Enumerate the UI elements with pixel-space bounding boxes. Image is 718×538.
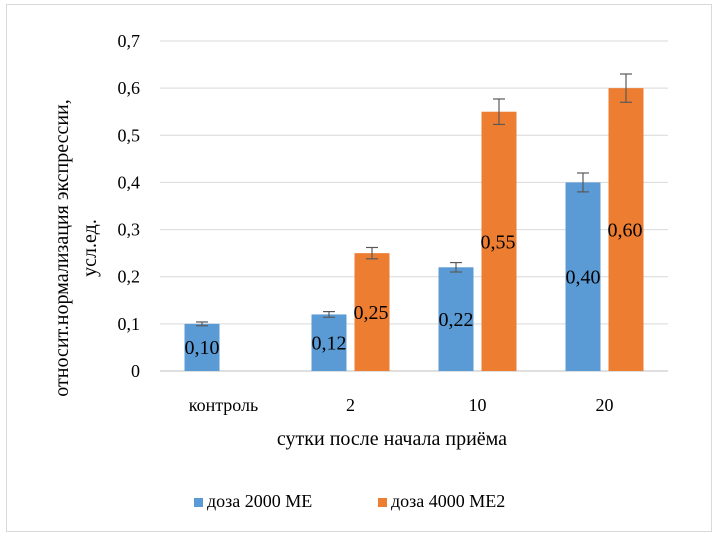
y-tick-label: 0,5: [118, 125, 141, 145]
bar-dose-2000: [311, 314, 347, 371]
error-bar: [493, 98, 505, 126]
bar-dose-4000: [481, 111, 517, 371]
y-tick-label: 0,7: [118, 31, 141, 51]
x-tick-label: контроль: [189, 395, 259, 415]
bar-dose-2000: [184, 323, 220, 371]
data-label: 0,55: [481, 231, 516, 253]
data-label: 0,10: [185, 337, 220, 359]
error-bar: [620, 73, 632, 103]
x-axis-title: сутки после начала приёма: [277, 428, 507, 450]
bar-dose-4000: [354, 253, 390, 371]
error-bar: [196, 321, 208, 327]
y-tick-label: 0,2: [118, 267, 141, 287]
data-label: 0,40: [566, 267, 601, 289]
error-bar: [450, 261, 462, 273]
y-axis-title-line-2: усл.ед.: [79, 219, 101, 277]
data-label: 0,60: [608, 220, 643, 242]
bars: [184, 88, 644, 372]
data-label: 0,22: [439, 309, 474, 331]
x-tick-label: 20: [596, 395, 614, 415]
data-label: 0,25: [354, 302, 389, 324]
data-label: 0,12: [312, 333, 347, 355]
error-bars: [196, 73, 632, 327]
x-tick-label: 2: [346, 395, 355, 415]
error-bar: [323, 311, 335, 318]
y-tick-label: 0,6: [118, 78, 141, 98]
data-labels: 0,10 0,12 0,25 0,22 0,55 0,40 0,60: [185, 220, 643, 359]
x-tick-label: 10: [469, 395, 487, 415]
legend-swatch-4000: [378, 498, 387, 507]
legend-label-2000: доза 2000 МЕ: [207, 491, 312, 511]
error-bar: [577, 172, 589, 193]
bar-dose-2000: [438, 267, 474, 371]
y-tick-label: 0,1: [118, 314, 141, 334]
y-tick-label: 0,3: [118, 220, 141, 240]
legend: доза 2000 МЕ доза 4000 МЕ2: [194, 491, 505, 511]
legend-swatch-2000: [194, 498, 203, 507]
y-axis-title-line-1: относит.нормализация экспрессии,: [51, 99, 73, 396]
axis-ticks: 0 0,1 0,2 0,3 0,4 0,5 0,6 0,7 контроль 2 10 20: [118, 31, 614, 415]
legend-label-4000: доза 4000 МЕ2: [391, 491, 505, 511]
y-tick-label: 0: [131, 361, 140, 381]
bar-dose-4000: [608, 88, 644, 372]
y-axis-title: относит.нормализация экспрессии, усл.ед.: [51, 99, 101, 396]
y-tick-label: 0,4: [118, 172, 141, 192]
bar-dose-2000: [565, 182, 601, 371]
error-bar: [366, 246, 378, 260]
